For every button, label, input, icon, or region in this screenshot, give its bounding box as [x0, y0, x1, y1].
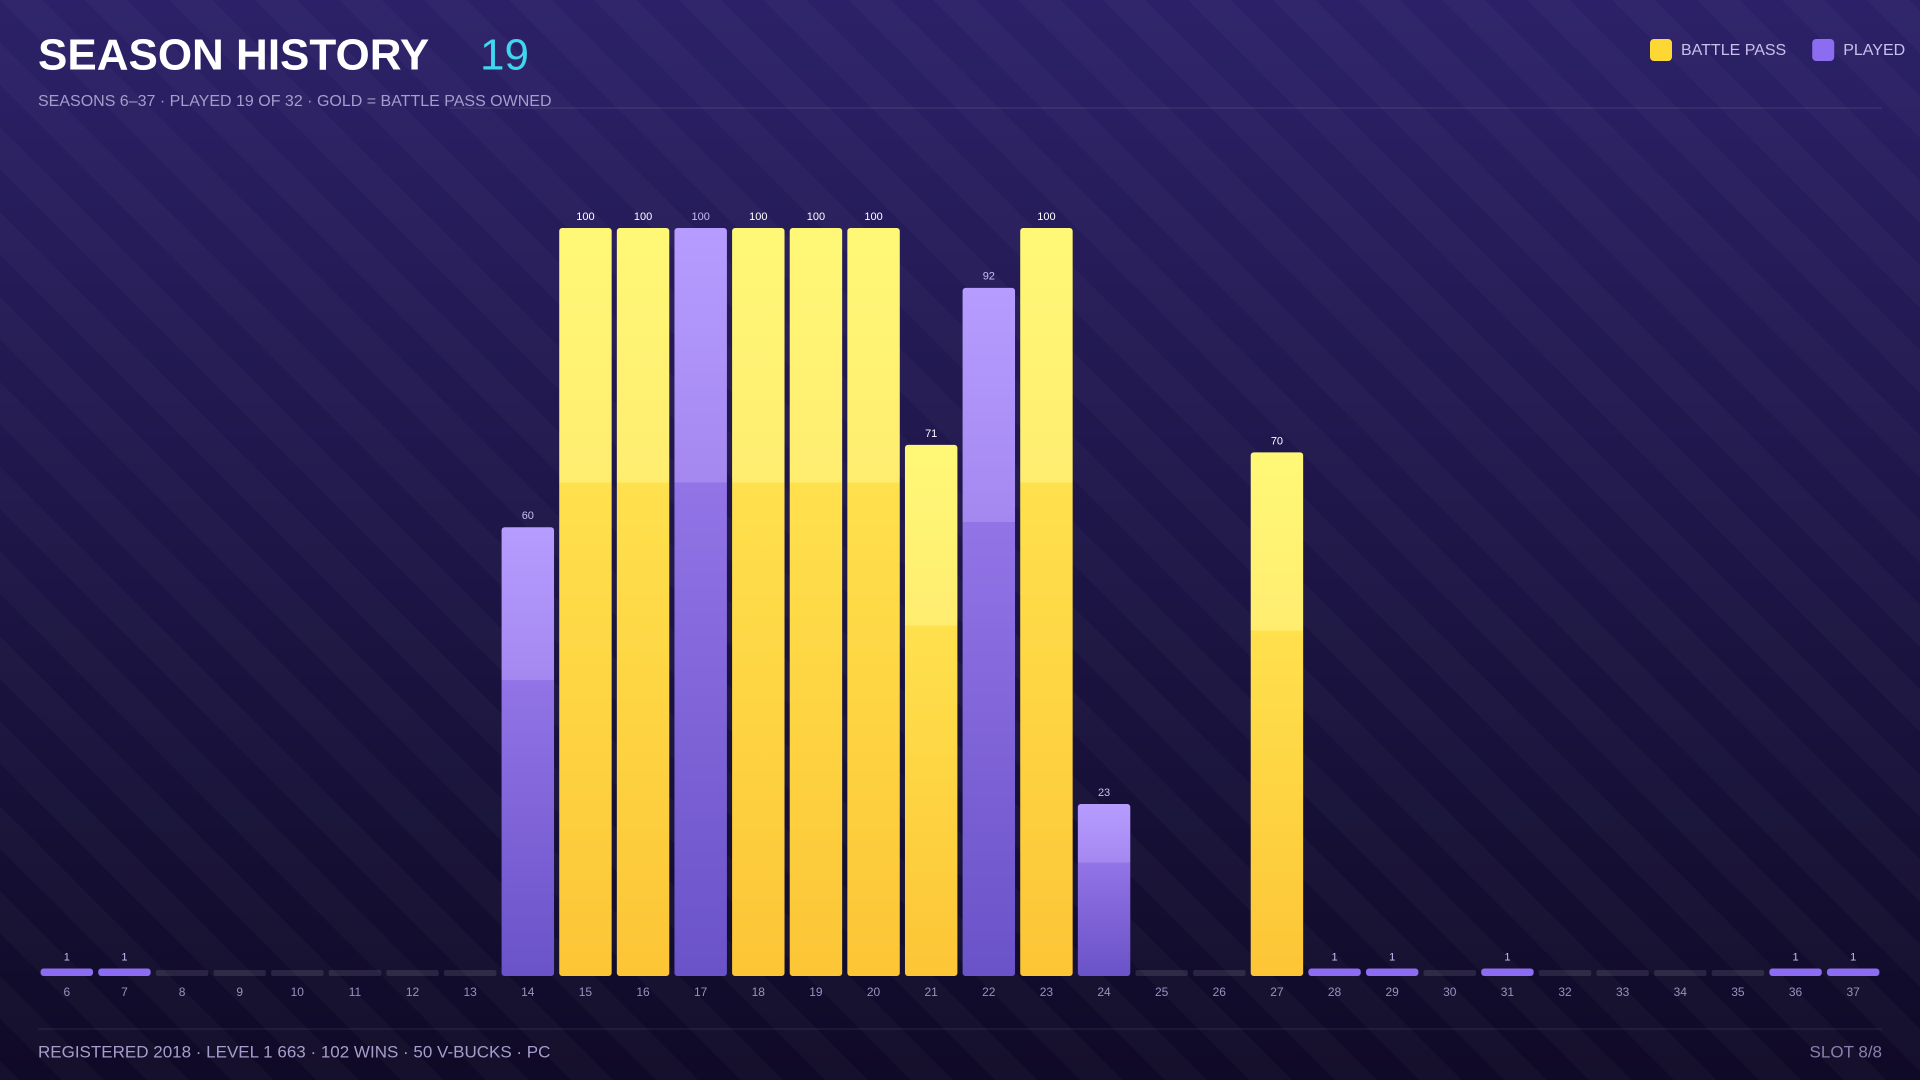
bar — [1077, 803, 1131, 976]
value-label: 1 — [64, 951, 70, 963]
x-tick-label: 6 — [63, 985, 70, 999]
x-tick-label: 8 — [179, 985, 186, 999]
value-label: 60 — [522, 510, 534, 522]
value-label: 1 — [1332, 951, 1338, 963]
bar — [1769, 968, 1822, 976]
value-label: 1 — [1793, 951, 1799, 963]
x-tick-label: 28 — [1328, 985, 1342, 999]
footer-stats: REGISTERED 2018 · LEVEL 1 663 · 102 WINS… — [38, 1042, 550, 1061]
value-label: 100 — [634, 211, 652, 223]
empty-slot — [1596, 970, 1649, 976]
bar — [962, 287, 1016, 977]
x-tick-label: 23 — [1040, 985, 1054, 999]
value-label: 100 — [749, 211, 767, 223]
x-tick-label: 27 — [1270, 985, 1284, 999]
bar — [616, 228, 670, 976]
legend-swatch — [1812, 39, 1835, 61]
value-label: 1 — [1504, 951, 1510, 963]
x-tick-label: 33 — [1616, 985, 1630, 999]
empty-slot — [1135, 970, 1188, 976]
empty-slot — [1193, 970, 1246, 976]
value-label: 100 — [692, 211, 710, 223]
value-label: 1 — [121, 951, 127, 963]
x-tick-label: 36 — [1789, 985, 1803, 999]
x-tick-label: 14 — [521, 985, 535, 999]
empty-slot — [443, 970, 497, 976]
x-tick-label: 31 — [1501, 985, 1515, 999]
empty-slot — [213, 970, 266, 976]
value-label: 71 — [925, 428, 937, 440]
x-tick-label: 35 — [1731, 985, 1745, 999]
x-tick-label: 26 — [1213, 985, 1227, 999]
bar — [1020, 228, 1073, 976]
empty-slot — [1538, 970, 1592, 976]
bar — [789, 228, 843, 976]
x-tick-label: 20 — [867, 985, 881, 999]
empty-slot — [271, 970, 324, 976]
x-tick-label: 21 — [925, 985, 939, 999]
bar — [40, 968, 94, 976]
x-tick-label: 34 — [1674, 985, 1688, 999]
bar — [1308, 968, 1361, 976]
legend-swatch — [1650, 39, 1672, 61]
value-label: 100 — [1037, 211, 1055, 223]
empty-slot — [1654, 970, 1707, 976]
subtitle: SEASONS 6–37 · PLAYED 19 OF 32 · GOLD = … — [38, 93, 552, 110]
value-label: 100 — [576, 211, 594, 223]
x-tick-label: 16 — [636, 985, 650, 999]
value-label: 70 — [1271, 435, 1283, 447]
title: SEASON HISTORY — [38, 31, 429, 80]
empty-slot — [1711, 970, 1765, 976]
empty-slot — [386, 970, 439, 976]
empty-slot — [1423, 970, 1477, 976]
x-tick-label: 29 — [1386, 985, 1400, 999]
x-tick-label: 22 — [982, 985, 996, 999]
bar — [732, 228, 785, 976]
bar — [1365, 968, 1419, 976]
x-tick-label: 32 — [1558, 985, 1572, 999]
x-tick-label: 13 — [464, 985, 478, 999]
value-label: 1 — [1389, 951, 1395, 963]
value-label: 100 — [807, 211, 825, 223]
x-tick-label: 15 — [579, 985, 593, 999]
bar — [674, 228, 727, 976]
legend-label: BATTLE PASS — [1681, 42, 1786, 59]
value-label: 92 — [983, 271, 995, 283]
x-tick-label: 12 — [406, 985, 420, 999]
value-label: 23 — [1098, 787, 1110, 799]
bar — [1481, 968, 1534, 976]
bar — [501, 527, 555, 976]
legend: BATTLE PASS PLAYED — [1650, 39, 1905, 61]
x-tick-label: 25 — [1155, 985, 1169, 999]
value-label: 1 — [1850, 951, 1856, 963]
x-tick-label: 19 — [809, 985, 823, 999]
x-tick-label: 24 — [1097, 985, 1111, 999]
x-tick-label: 30 — [1443, 985, 1457, 999]
x-tick-label: 17 — [694, 985, 708, 999]
bar — [847, 228, 900, 976]
empty-slot — [155, 970, 209, 976]
footer-slot: SLOT 8/8 — [1810, 1042, 1882, 1061]
x-tick-label: 7 — [121, 985, 128, 999]
empty-slot — [328, 970, 382, 976]
bar — [98, 968, 151, 976]
x-tick-label: 10 — [291, 985, 305, 999]
value-label: 100 — [864, 211, 882, 223]
x-tick-label: 9 — [236, 985, 243, 999]
bar — [904, 444, 958, 976]
bar — [1826, 968, 1880, 976]
x-tick-label: 18 — [752, 985, 766, 999]
x-tick-label: 37 — [1847, 985, 1861, 999]
count: 19 — [480, 31, 529, 80]
bar — [559, 228, 612, 976]
legend-label: PLAYED — [1843, 42, 1905, 59]
bar — [1250, 452, 1304, 976]
x-tick-label: 11 — [349, 985, 362, 999]
